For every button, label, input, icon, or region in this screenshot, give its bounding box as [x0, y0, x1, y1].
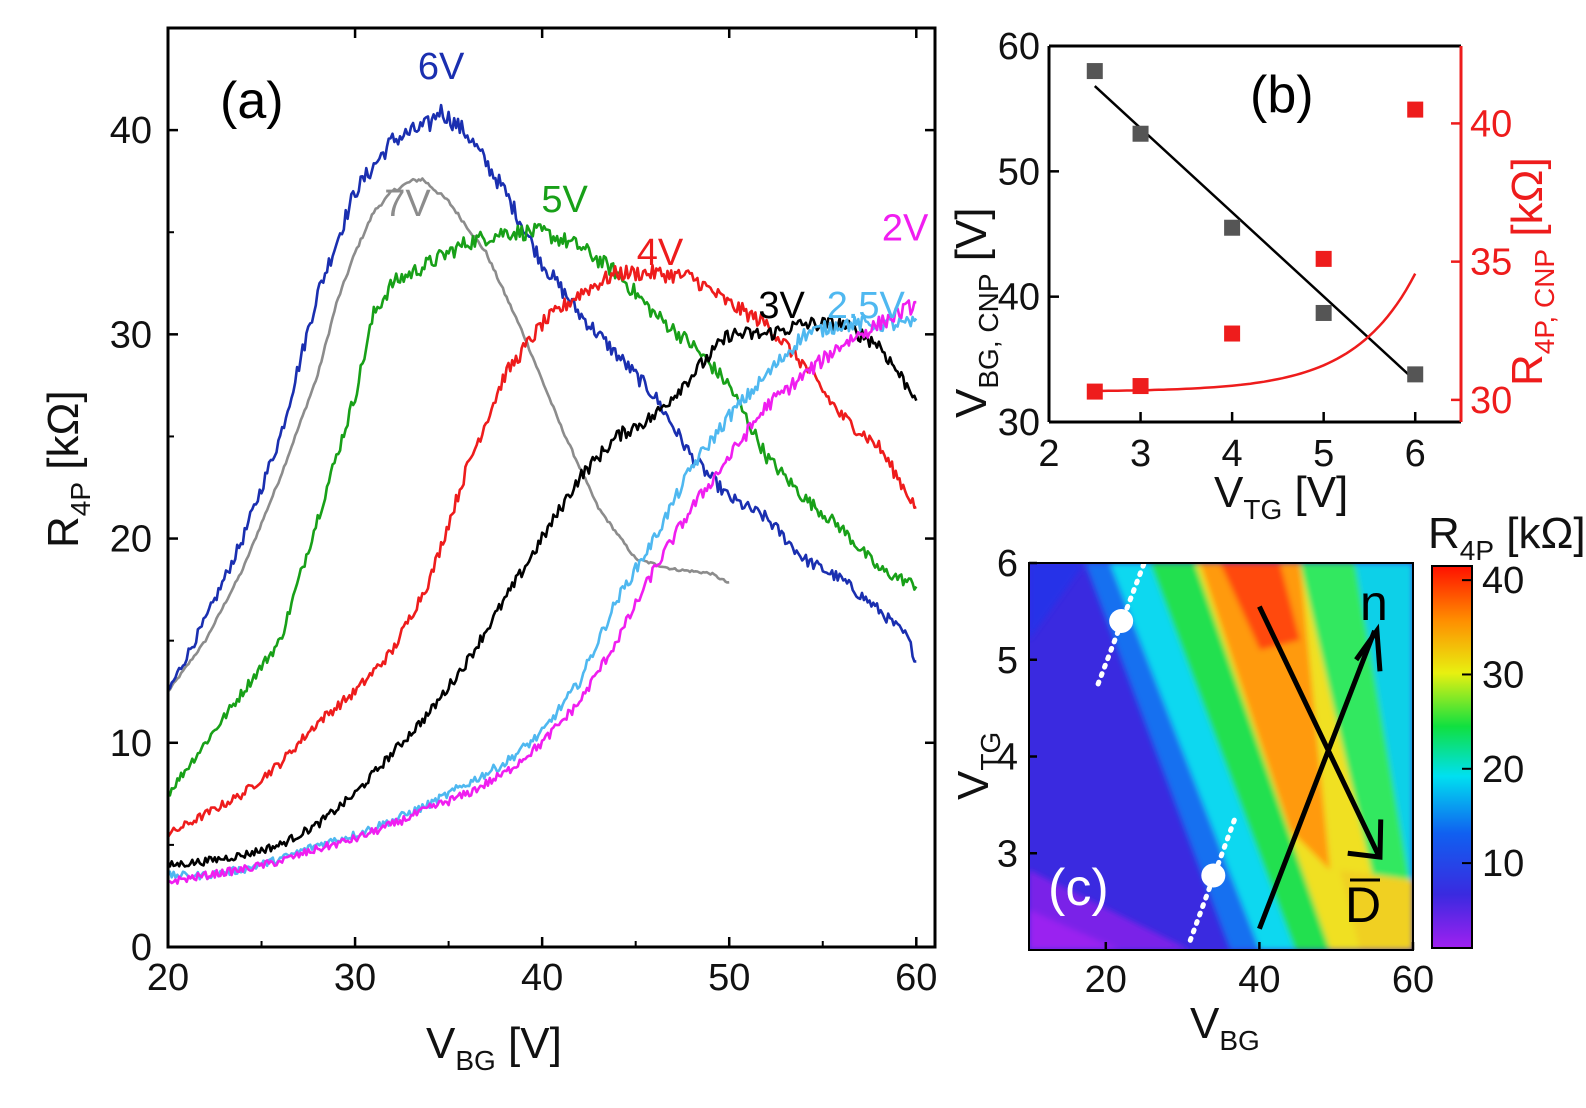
curve-label-2V: 2V — [882, 207, 929, 249]
c-y-tick-label-5: 5 — [997, 640, 1018, 682]
panel-b-ylabel-right: R4P, CNP [kΩ] — [1503, 157, 1560, 386]
y-tick-label-20: 20 — [110, 519, 152, 561]
curve-label-3V: 3V — [758, 285, 805, 327]
y-tick-label-40: 40 — [110, 110, 152, 152]
c-x-tick-label-20: 20 — [1085, 959, 1127, 1001]
b-x-tick-label-2: 2 — [1038, 433, 1059, 475]
point-r4p — [1224, 325, 1241, 342]
point-vbg — [1086, 63, 1103, 80]
b-x-tick-label-4: 4 — [1222, 433, 1243, 475]
colorbar-title: R4P [kΩ] — [1428, 509, 1586, 566]
c-y-tick-label-3: 3 — [997, 833, 1018, 875]
curve-label-4V: 4V — [637, 232, 684, 274]
series-3V-line — [168, 316, 918, 868]
cb-tick-label-10: 10 — [1482, 843, 1524, 885]
panel-a-curve-labels: 6V 7V 5V 4V 3V 2.5V 2V — [384, 46, 929, 327]
series-6V-line — [168, 103, 917, 691]
fit-curve-r4p — [1094, 273, 1417, 393]
arrow-d-shaft — [1257, 605, 1381, 857]
c-y-tick-label-6: 6 — [997, 543, 1018, 585]
colorbar-ticks: 10 20 30 40 — [1462, 560, 1524, 885]
panel-b-marks — [1086, 63, 1424, 400]
arrow-n-head — [1354, 623, 1383, 672]
series-2V-line — [168, 299, 917, 885]
x-tick-label-40: 40 — [521, 957, 563, 999]
panel-c-xlabel: VBG — [1190, 999, 1260, 1056]
arrow-d-head — [1347, 819, 1384, 860]
arrow-label-n: n — [1360, 575, 1388, 631]
b-yr-tick-label-40: 40 — [1470, 103, 1512, 145]
b-yl-tick-label-30: 30 — [998, 402, 1040, 444]
panel-a-label: (a) — [220, 72, 284, 130]
series-2.5V-line — [168, 315, 918, 881]
panel-b: 2 3 4 5 6 30 40 50 60 30 35 40 (b) VTG [V] VBG, CNP… — [947, 26, 1560, 525]
b-x-tick-label-6: 6 — [1405, 433, 1426, 475]
panel-c-ylabel: VTG — [949, 732, 1006, 800]
x-tick-label-60: 60 — [895, 957, 937, 999]
panel-a-frame — [166, 26, 937, 949]
point-r4p — [1407, 101, 1424, 118]
panel-a-ticks: 20 30 40 50 60 0 10 20 30 40 — [110, 28, 937, 999]
point-r4p — [1132, 378, 1149, 395]
panel-b-xlabel: VTG [V] — [1214, 468, 1348, 525]
curve-label-7V: 7V — [384, 183, 431, 225]
arrow-label-d: D — [1345, 877, 1381, 933]
panel-a-xlabel: VBG [V] — [426, 1019, 562, 1076]
panel-b-ticks: 2 3 4 5 6 30 40 50 60 30 35 40 — [998, 26, 1513, 475]
b-x-tick-label-3: 3 — [1130, 433, 1151, 475]
series-4V-line — [168, 263, 917, 838]
colorbar — [1431, 565, 1473, 949]
x-tick-label-50: 50 — [708, 957, 750, 999]
b-yl-tick-label-50: 50 — [998, 151, 1040, 193]
arrow-n-shaft — [1257, 629, 1377, 930]
panel-a: 6V 7V 5V 4V 3V 2.5V 2V 20 30 40 50 60 0 10 20 30 40 (a)… — [39, 26, 937, 1076]
b-x-tick-label-5: 5 — [1313, 433, 1334, 475]
b-yl-tick-label-40: 40 — [998, 277, 1040, 319]
b-yl-tick-label-60: 60 — [998, 26, 1040, 68]
cnp-dot-2 — [1201, 863, 1226, 888]
x-tick-label-30: 30 — [334, 957, 376, 999]
y-tick-label-30: 30 — [110, 314, 152, 356]
panel-a-ylabel: R4P [kΩ] — [39, 390, 96, 548]
c-x-tick-label-40: 40 — [1238, 959, 1280, 1001]
y-tick-label-0: 0 — [131, 927, 152, 969]
c-x-tick-label-60: 60 — [1392, 959, 1434, 1001]
b-yr-tick-label-30: 30 — [1470, 380, 1512, 422]
cb-tick-label-40: 40 — [1482, 560, 1524, 602]
point-r4p — [1086, 383, 1103, 400]
point-vbg — [1407, 366, 1424, 383]
cb-tick-label-20: 20 — [1482, 749, 1524, 791]
series-5V-line — [168, 222, 918, 797]
curve-label-2.5V: 2.5V — [827, 285, 906, 327]
point-vbg — [1132, 125, 1149, 142]
panel-a-series-group — [168, 103, 918, 885]
panel-c-label: (c) — [1048, 859, 1109, 917]
curve-label-5V: 5V — [541, 179, 588, 221]
series-7V-line — [168, 177, 730, 693]
b-yr-tick-label-35: 35 — [1470, 242, 1512, 284]
point-r4p — [1315, 250, 1332, 267]
y-tick-label-10: 10 — [110, 723, 152, 765]
panel-b-ylabel-left: VBG, CNP [V] — [947, 207, 1004, 418]
point-vbg — [1224, 219, 1241, 236]
x-tick-label-20: 20 — [147, 957, 189, 999]
panel-c-overlay — [1095, 560, 1384, 943]
cb-tick-label-30: 30 — [1482, 654, 1524, 696]
c-y-tick-label-4: 4 — [997, 737, 1018, 779]
panel-b-label: (b) — [1250, 66, 1314, 124]
cnp-dot-1 — [1109, 609, 1134, 634]
curve-label-6V: 6V — [418, 46, 465, 88]
point-vbg — [1315, 304, 1332, 321]
panel-c-ticks: 20 40 60 3 4 5 6 — [997, 543, 1434, 1001]
panel-c: 20 40 60 3 4 5 6 (c) n D VBG VTG 10 20 30 40 R4P … — [949, 509, 1586, 1056]
